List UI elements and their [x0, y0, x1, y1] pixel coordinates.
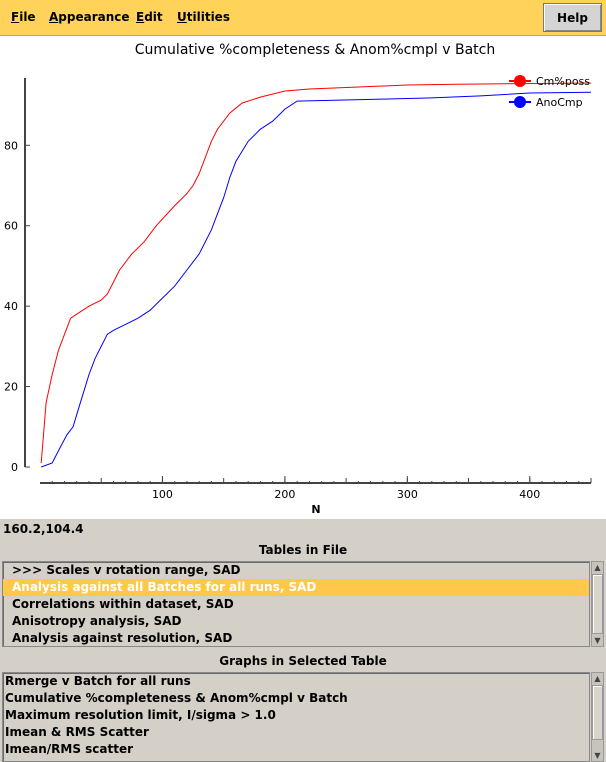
lower-panel: Tables in File >>> Scales v rotation ran… — [0, 519, 606, 762]
x-tick-label: 200 — [274, 488, 295, 501]
y-tick-label: 60 — [4, 220, 18, 233]
table-list-item[interactable]: Analysis against resolution, SAD — [12, 631, 233, 645]
graph-title: Cumulative %completeness & Anom%cmpl v B… — [134, 42, 496, 58]
scroll-thumb[interactable] — [592, 574, 603, 634]
graph-list-item[interactable]: Imean/RMS scatter — [5, 742, 134, 756]
y-tick-label: 20 — [4, 381, 18, 394]
legend-marker — [514, 75, 526, 87]
graphs-listbox[interactable]: Rmerge v Batch for all runs Cumulative %c… — [2, 672, 590, 762]
scroll-down-icon[interactable]: ▼ — [594, 636, 601, 645]
graph-list-item[interactable]: Cumulative %completeness & Anom%cmpl v B… — [5, 691, 348, 705]
graphs-scrollbar[interactable]: ▲ ▼ — [591, 672, 604, 762]
graph-list-item[interactable]: Rmerge v Batch for all runs — [5, 674, 191, 688]
table-list-item[interactable]: Correlations within dataset, SAD — [12, 597, 234, 611]
x-tick-label: 400 — [519, 488, 540, 501]
chart-svg[interactable]: 0 20 40 60 80 100 200 300 400 N Cm%poss AnoCmp — [0, 64, 606, 520]
scroll-thumb[interactable] — [592, 685, 603, 740]
series-line-anocmp — [41, 91, 592, 468]
y-tick-label: 80 — [4, 139, 18, 152]
tables-scrollbar[interactable]: ▲ ▼ — [591, 561, 604, 647]
graph-list-item[interactable]: Imean & RMS Scatter — [5, 725, 149, 739]
graph-area: 0 20 40 60 80 100 200 300 400 N Cm%poss AnoCmp — [0, 64, 606, 520]
menu-bar: File Appearance Edit Utilities Help — [0, 0, 606, 36]
scroll-up-icon[interactable]: ▲ — [594, 674, 601, 683]
series-line-cm-poss — [40, 82, 592, 464]
scroll-down-icon[interactable]: ▼ — [594, 751, 601, 760]
x-axis-label: N — [311, 503, 320, 516]
graphs-header: Graphs in Selected Table — [219, 654, 387, 668]
menu-appearance[interactable]: Appearance — [49, 10, 130, 24]
table-list-item[interactable]: >>> Scales v rotation range, SAD — [12, 563, 241, 577]
menu-utilities[interactable]: Utilities — [177, 10, 230, 24]
graph-list-item[interactable]: Maximum resolution limit, I/sigma > 1.0 — [5, 708, 276, 722]
x-tick-label: 100 — [152, 488, 173, 501]
table-list-item[interactable]: Analysis against all Batches for all run… — [3, 579, 589, 596]
tables-header: Tables in File — [258, 543, 348, 557]
legend-label: AnoCmp — [536, 96, 583, 109]
y-tick-label: 40 — [4, 300, 18, 313]
legend-marker — [514, 96, 526, 108]
legend-label: Cm%poss — [536, 75, 590, 88]
x-tick-label: 300 — [397, 488, 418, 501]
scroll-up-icon[interactable]: ▲ — [594, 563, 601, 572]
menu-file[interactable]: File — [11, 10, 36, 24]
y-tick-label: 0 — [11, 461, 18, 474]
menu-edit[interactable]: Edit — [136, 10, 163, 24]
table-list-item[interactable]: Anisotropy analysis, SAD — [12, 614, 182, 628]
coordinate-readout: 160.2,104.4 — [3, 522, 84, 536]
help-button[interactable]: Help — [543, 3, 602, 32]
tables-listbox[interactable]: >>> Scales v rotation range, SAD Analysis… — [2, 561, 590, 647]
